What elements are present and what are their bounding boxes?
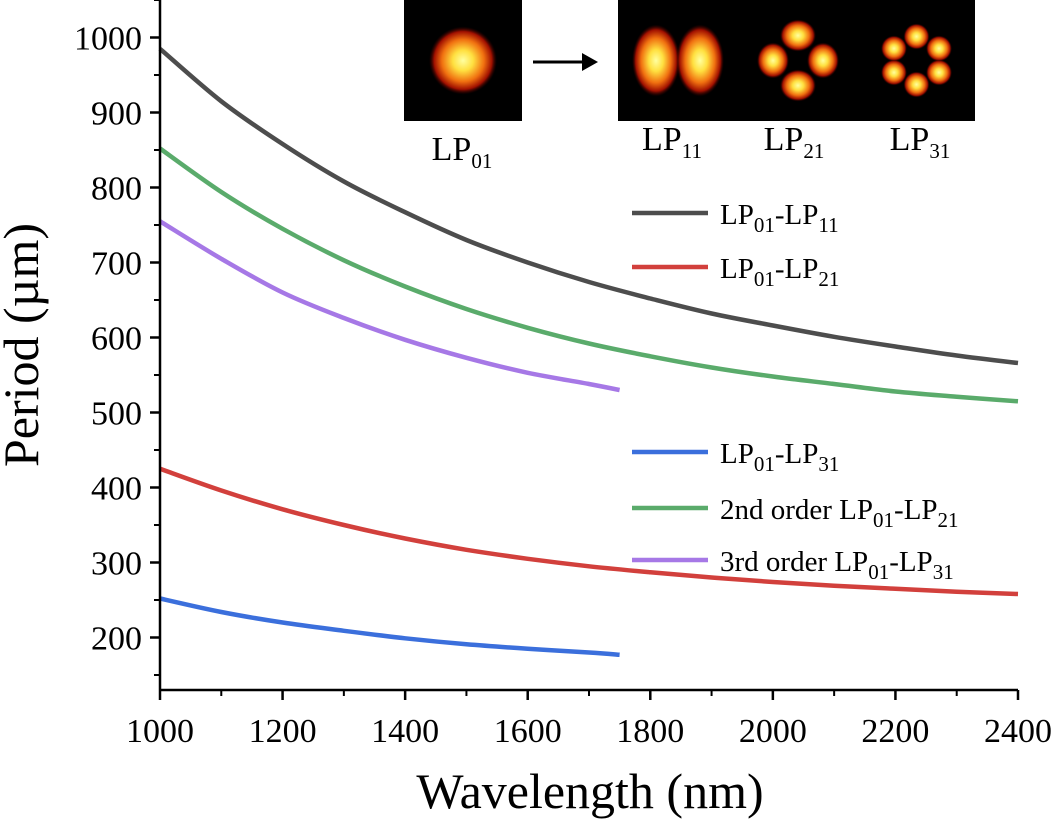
inset-mode-LP21: LP21 bbox=[738, 0, 858, 163]
y-tick-label: 400 bbox=[91, 471, 142, 508]
inset-mode-label: LP31 bbox=[890, 121, 951, 163]
legend-item-5: 3rd order LP01-LP31 bbox=[632, 546, 954, 584]
series-line-3 bbox=[159, 596, 620, 658]
y-tick-label: 200 bbox=[91, 621, 142, 658]
x-axis-title: Wavelength (nm) bbox=[416, 763, 763, 819]
x-tick-label: 1200 bbox=[249, 713, 317, 750]
mode-lobe bbox=[780, 19, 816, 52]
x-tick-label: 1800 bbox=[616, 713, 684, 750]
axes-layer: 1000 1200 1400 1600 1800 2000 2200 2400 200 300 40… bbox=[74, 0, 1052, 750]
y-tick-label: 600 bbox=[91, 321, 142, 358]
legend-item-2: LP01-LP21 bbox=[632, 253, 839, 291]
mode-lobe bbox=[632, 24, 680, 97]
x-tick-label: 2000 bbox=[739, 713, 807, 750]
inset-background bbox=[858, 0, 975, 121]
inset-mode-label: LP11 bbox=[642, 121, 702, 163]
legend: LP01-LP11 LP01-LP21 LP01-LP31 2nd order LP0… bbox=[632, 199, 959, 584]
legend-label: LP01-LP31 bbox=[720, 438, 839, 476]
y-tick-label: 900 bbox=[91, 96, 142, 133]
series-line-2 bbox=[159, 466, 1019, 597]
x-tick-label: 1400 bbox=[371, 713, 439, 750]
plot-area: 1000 1200 1400 1600 1800 2000 2200 2400 200 300 40… bbox=[74, 0, 1052, 750]
legend-item-3: LP01-LP31 bbox=[632, 438, 839, 476]
arrow-head-icon bbox=[582, 53, 598, 71]
y-tick-label: 700 bbox=[91, 246, 142, 283]
legend-label: LP01-LP21 bbox=[720, 253, 839, 291]
mode-lobe bbox=[429, 26, 497, 95]
y-tick-label: 300 bbox=[91, 546, 142, 583]
mode-lobe bbox=[903, 23, 930, 50]
y-tick-label: 800 bbox=[91, 171, 142, 208]
mode-lobe bbox=[903, 71, 930, 98]
y-axis-title: Period (µm) bbox=[0, 223, 49, 467]
inset-mode-label: LP21 bbox=[764, 121, 825, 163]
x-tick-label: 2200 bbox=[861, 713, 929, 750]
legend-label: 2nd order LP01-LP21 bbox=[720, 494, 959, 532]
y-tick-label: 500 bbox=[91, 396, 142, 433]
mode-lobe bbox=[757, 42, 789, 79]
mode-lobe bbox=[676, 24, 724, 97]
inset-mode-LP31: LP31 bbox=[858, 0, 975, 163]
mode-lobe bbox=[780, 69, 816, 102]
mode-lobe bbox=[926, 35, 953, 62]
mode-lobe bbox=[880, 35, 907, 62]
series-line-1 bbox=[158, 47, 1019, 366]
mode-lobe bbox=[880, 59, 907, 86]
series-layer bbox=[158, 47, 1019, 658]
x-tick-label: 1000 bbox=[126, 713, 194, 750]
mode-profile-insets: LP01 LP11 LP21 LP31 bbox=[404, 0, 975, 173]
y-tick-label: 1000 bbox=[74, 21, 142, 58]
inset-mode-LP11: LP11 bbox=[618, 0, 738, 163]
mode-lobe bbox=[926, 59, 953, 86]
legend-item-4: 2nd order LP01-LP21 bbox=[632, 494, 959, 532]
x-tick-label: 1600 bbox=[494, 713, 562, 750]
mode-lobe bbox=[807, 42, 839, 79]
inset-background bbox=[738, 0, 858, 121]
inset-mode-LP01: LP01 bbox=[404, 0, 522, 173]
series-line-5 bbox=[158, 219, 621, 393]
legend-label: LP01-LP11 bbox=[720, 199, 839, 237]
legend-item-1: LP01-LP11 bbox=[632, 199, 839, 237]
inset-mode-label: LP01 bbox=[432, 131, 493, 173]
legend-label: 3rd order LP01-LP31 bbox=[720, 546, 954, 584]
x-tick-label: 2400 bbox=[984, 713, 1052, 750]
series-line-4 bbox=[158, 146, 1019, 404]
